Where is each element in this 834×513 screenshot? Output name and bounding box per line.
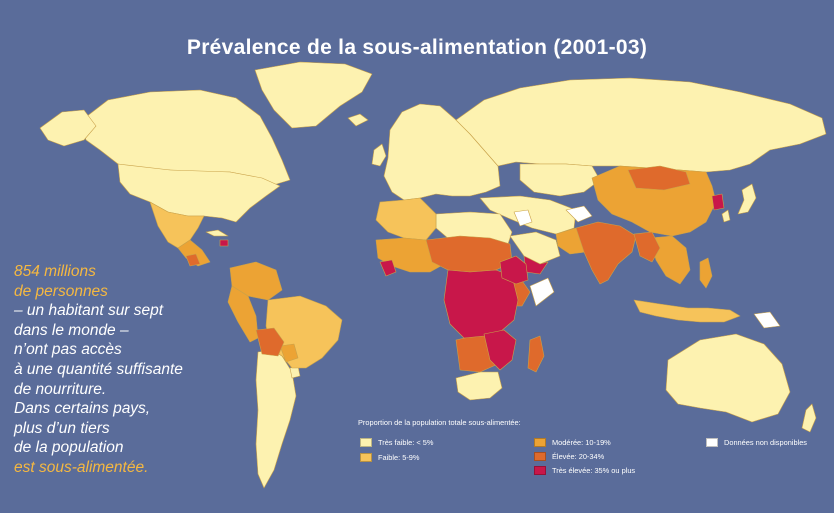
russia: [455, 77, 827, 173]
callout-line: Dans certains pays,: [14, 400, 151, 418]
papua: [753, 311, 781, 329]
india: [575, 221, 637, 285]
uk: [371, 143, 387, 167]
alaska: [39, 109, 97, 147]
peru-ecuador: [227, 285, 259, 343]
callout-line: n’ont pas accès: [14, 341, 122, 359]
legend-label: Très faible: < 5%: [378, 438, 434, 447]
callout-line: dans le monde –: [14, 321, 129, 339]
indonesia: [633, 299, 741, 323]
iceland: [347, 113, 369, 127]
south-africa: [455, 371, 503, 401]
mongolia: [627, 165, 691, 191]
legend-label: Données non disponibles: [724, 438, 808, 447]
legend-item: Données non disponibles: [706, 438, 807, 447]
new-zealand: [801, 403, 817, 433]
legend-label: Élevée: 20-34%: [552, 452, 605, 461]
paraguay: [279, 343, 299, 363]
legend-item: Élevée: 20-34%: [534, 452, 604, 461]
south-korea: [721, 209, 731, 223]
callout-text: 854 millions de personnes – un habitant …: [14, 262, 244, 478]
legend-label: Très élevée: 35% ou plus: [552, 466, 636, 475]
legend-swatch: [360, 453, 372, 462]
legend-item: Très élevée: 35% ou plus: [534, 466, 635, 475]
map-title: Prévalence de la sous-alimentation (2001…: [186, 36, 648, 59]
australia: [665, 333, 791, 423]
legend-label: Modérée: 10-19%: [552, 438, 611, 447]
legend-item: Modérée: 10-19%: [534, 438, 611, 447]
sierra-leone-liberia: [379, 259, 397, 277]
iraq: [513, 209, 533, 227]
cuba: [205, 229, 229, 237]
guatemala: [185, 253, 201, 267]
bangladesh-myanmar: [633, 231, 661, 263]
japan: [737, 183, 757, 215]
chile-argentina: [255, 349, 297, 489]
philippines: [699, 257, 713, 289]
legend-item: Faible: 5-9%: [360, 453, 420, 462]
somalia: [529, 277, 555, 307]
callout-line: de nourriture.: [14, 380, 107, 398]
legend-label: Faible: 5-9%: [378, 453, 420, 462]
legend-swatch: [360, 438, 372, 447]
legend-swatch: [534, 452, 546, 461]
callout-line: de la population: [14, 439, 124, 457]
legend-swatch: [534, 466, 546, 475]
callout-highlight-2: de personnes: [14, 282, 108, 300]
madagascar: [527, 335, 545, 373]
legend-swatch: [706, 438, 718, 447]
callout-highlight-3: est sous-alimentée.: [14, 458, 149, 476]
callout-highlight-1: 854 millions: [14, 263, 96, 280]
bolivia: [255, 327, 285, 357]
ethiopia-eritrea: [499, 255, 529, 285]
afghanistan: [565, 205, 593, 223]
callout-line: à une quantité suffisante: [14, 360, 183, 378]
callout-line: plus d’un tiers: [14, 419, 110, 437]
map-legend: Proportion de la population totale sous-…: [358, 418, 828, 475]
usa: [117, 163, 281, 223]
europe: [383, 103, 501, 201]
legend-swatch: [534, 438, 546, 447]
callout-line: – un habitant sur sept: [14, 302, 164, 320]
central-africa: [443, 269, 519, 339]
kazakhstan: [519, 163, 601, 197]
legend-title: Proportion de la population totale sous-…: [358, 418, 521, 427]
haiti: [219, 239, 229, 247]
mozambique-zambia: [483, 329, 517, 371]
north-korea: [711, 193, 725, 211]
north-africa: [375, 197, 437, 241]
greenland: [254, 61, 373, 129]
legend-item: Très faible: < 5%: [360, 438, 433, 447]
central-america: [177, 239, 211, 267]
mexico: [149, 201, 205, 249]
